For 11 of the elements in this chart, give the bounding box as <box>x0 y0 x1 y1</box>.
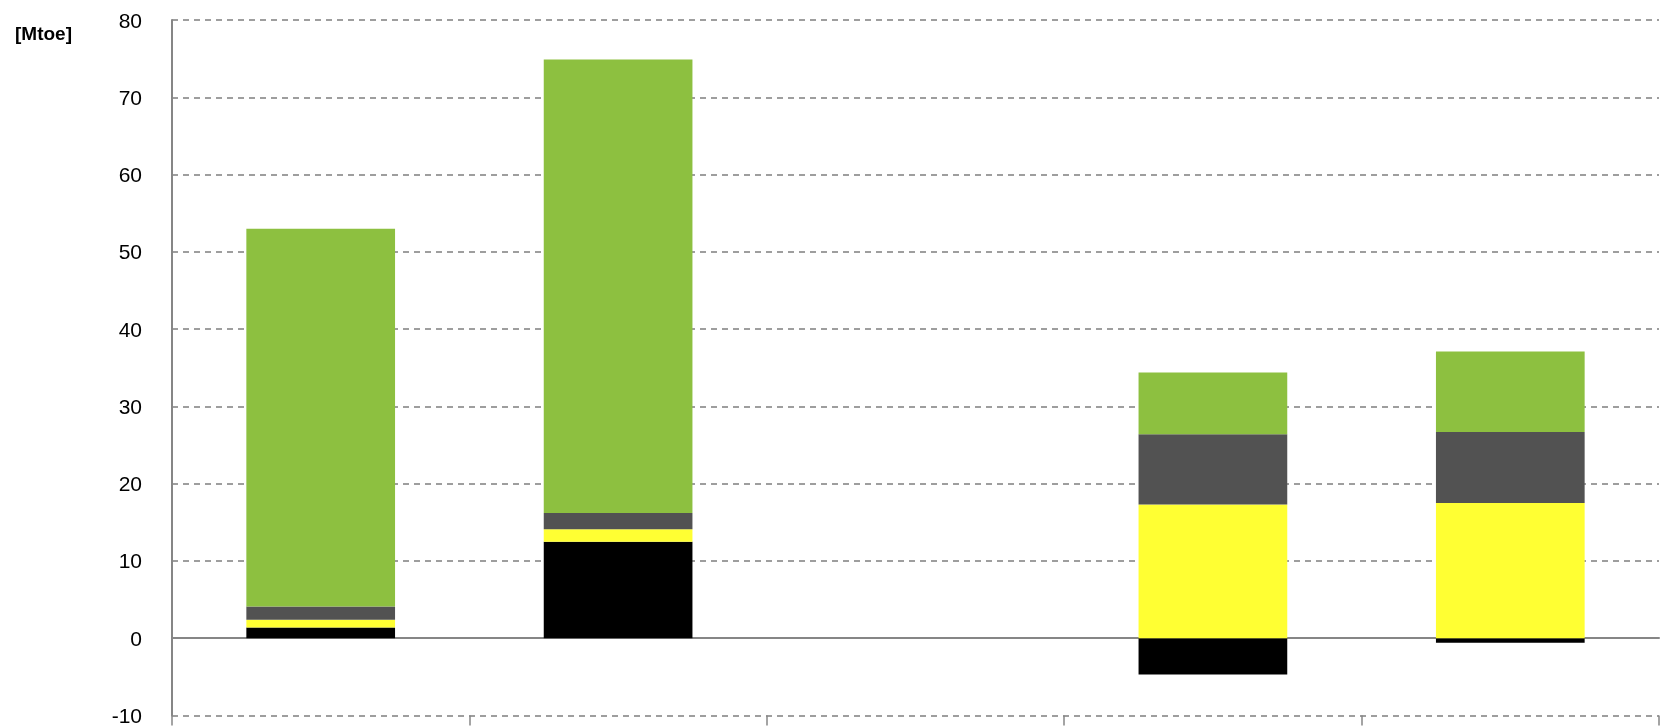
y-tick-label: 70 <box>118 85 142 109</box>
y-tick-label: 60 <box>118 163 142 187</box>
y-tick-label: 0 <box>130 626 142 650</box>
y-tick-label: 50 <box>118 240 142 264</box>
y-tick-label: 40 <box>118 317 142 341</box>
y-tick-label: 10 <box>118 549 142 573</box>
y-tick-label: 20 <box>118 472 142 496</box>
y-tick-label: -10 <box>111 704 142 726</box>
y-tick-label: 80 <box>118 8 142 32</box>
y-tick-label: 30 <box>118 394 142 418</box>
y-axis-title: [Mtoe] <box>15 23 72 44</box>
